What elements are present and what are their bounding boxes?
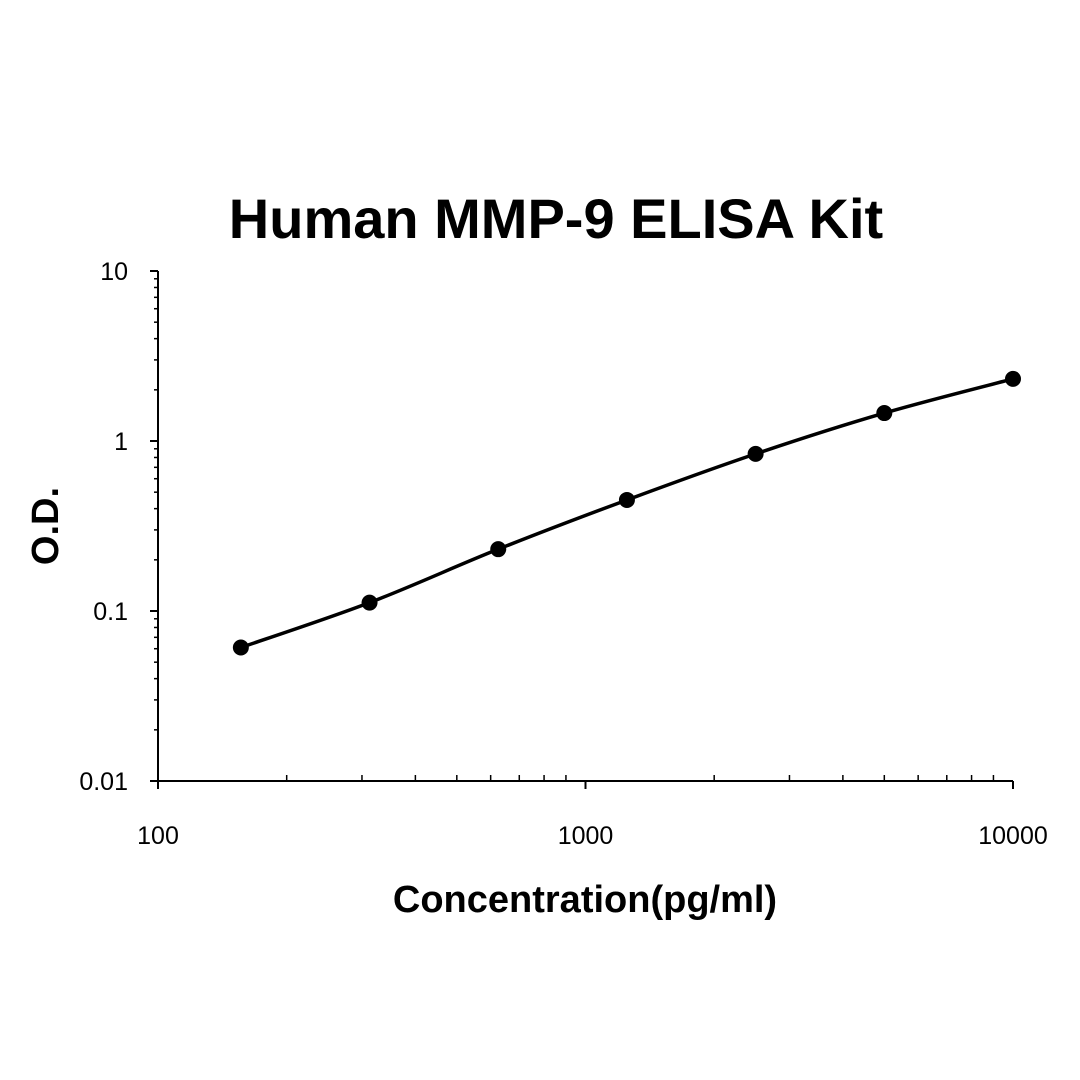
x-axis-label: Concentration(pg/ml) — [393, 879, 777, 921]
y-tick-label: 10 — [100, 258, 128, 286]
data-point — [876, 405, 893, 422]
data-point — [490, 541, 507, 558]
tick-labels: 0.01 0.1 1 10 100 1000 10000 — [79, 258, 1047, 850]
y-axis-label: O.D. — [25, 487, 67, 565]
data-point — [618, 491, 635, 508]
axes — [150, 270, 1014, 789]
y-tick-label: 1 — [114, 428, 128, 456]
y-tick-label: 0.1 — [93, 598, 128, 626]
data-point — [747, 445, 764, 462]
x-tick-label: 10000 — [978, 822, 1048, 850]
x-tick-label: 100 — [137, 822, 179, 850]
data-point — [232, 639, 249, 656]
series-layer — [232, 370, 1021, 656]
chart-title: Human MMP-9 ELISA Kit — [229, 187, 883, 250]
x-tick-label: 1000 — [558, 822, 614, 850]
y-tick-label: 0.01 — [79, 768, 128, 796]
data-point — [1005, 370, 1021, 387]
data-point — [361, 594, 378, 611]
